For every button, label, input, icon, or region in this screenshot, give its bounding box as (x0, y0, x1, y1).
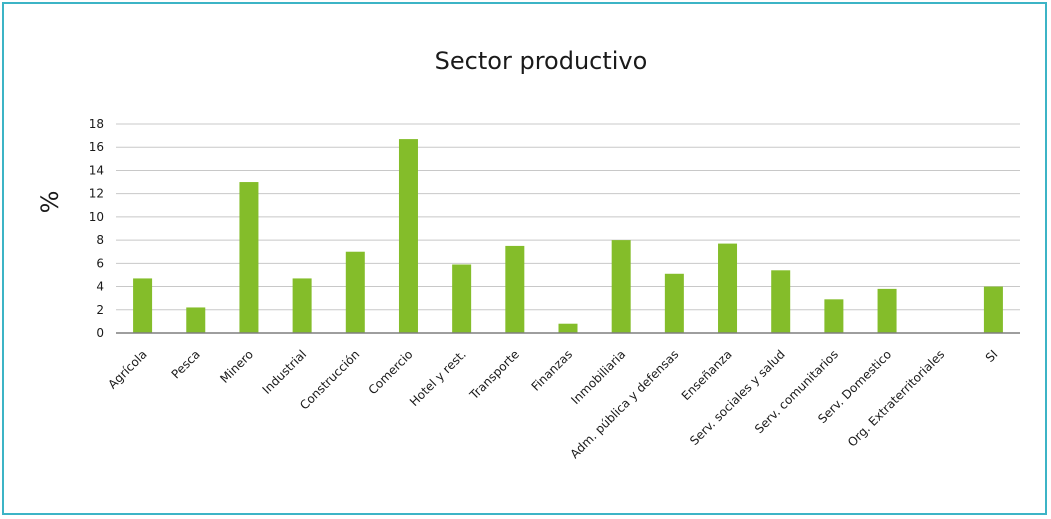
bar (452, 264, 472, 333)
y-tick-label: 2 (96, 303, 104, 317)
y-axis-ticks: 0 2 4 6 8 10 12 14 16 18 (89, 117, 104, 340)
bars (133, 139, 1003, 333)
x-tick-label: Org. Extraterritoriales (845, 347, 947, 449)
x-tick-label: Pesca (169, 347, 203, 381)
x-tick-label: Industrial (260, 347, 310, 397)
x-axis-labels: Agrícola Pesca Minero IndustrialConstrucció… (105, 347, 1000, 461)
y-tick-label: 18 (89, 117, 104, 131)
bar (398, 139, 418, 333)
x-tick-label: Minero (217, 347, 256, 386)
x-tick-label: Comercio (366, 347, 416, 397)
y-tick-label: 8 (96, 233, 104, 247)
bar (611, 240, 631, 333)
bar (186, 307, 206, 333)
x-tick-label: Adm. pública y defensas (567, 347, 681, 461)
y-tick-label: 12 (89, 187, 104, 201)
bar (718, 243, 738, 333)
bar (239, 182, 259, 333)
x-tick-label: Serv. sociales y salud (687, 347, 788, 448)
bar (983, 286, 1003, 333)
chart-title: Sector productivo (435, 47, 648, 75)
y-tick-label: 0 (96, 326, 104, 340)
bar (345, 251, 365, 333)
x-tick-label: Transporte (466, 347, 522, 403)
y-tick-label: 4 (96, 280, 104, 294)
y-tick-label: 10 (89, 210, 104, 224)
bar-chart: Sector productivo % 0 2 4 6 8 10 12 14 16 18 Agrí… (36, 47, 1020, 461)
bar (771, 270, 791, 333)
x-tick-label: SI (983, 347, 1001, 365)
bar (877, 288, 897, 333)
gridlines (116, 123, 1020, 311)
y-tick-label: 14 (89, 163, 104, 177)
bar (292, 278, 312, 333)
y-tick-label: 16 (89, 140, 104, 154)
x-tick-label: Hotel y rest. (407, 347, 469, 409)
x-tick-label: Finanzas (529, 347, 576, 394)
bar (505, 245, 525, 333)
bar (558, 323, 578, 333)
x-tick-label: Agrícola (105, 347, 149, 391)
x-tick-label: Enseñanza (679, 347, 735, 403)
bar (133, 278, 153, 333)
y-tick-label: 6 (96, 256, 104, 270)
bar (824, 299, 844, 333)
bar (664, 273, 684, 333)
y-axis-label: % (36, 191, 64, 214)
